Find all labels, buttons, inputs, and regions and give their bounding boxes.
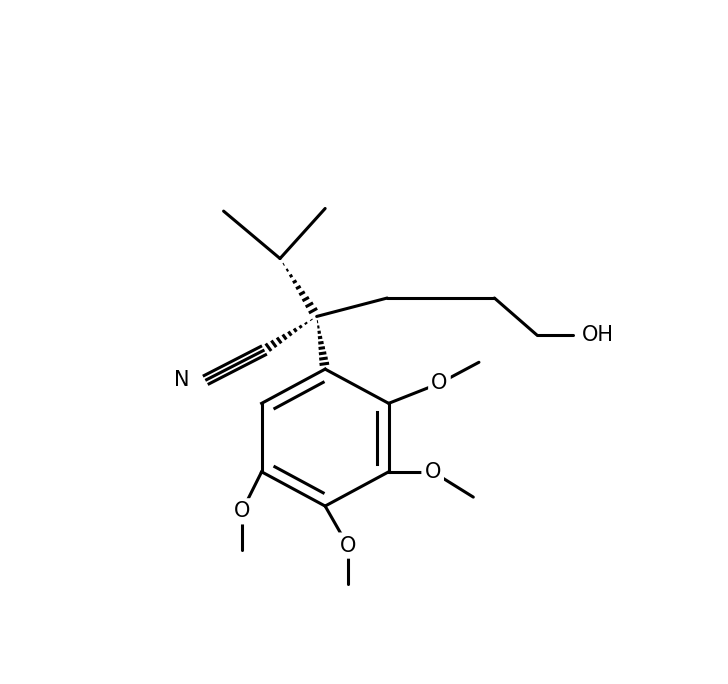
Text: O: O: [424, 462, 441, 482]
Text: O: O: [339, 536, 356, 555]
Text: OH: OH: [582, 325, 614, 345]
Text: O: O: [431, 373, 448, 393]
Text: O: O: [234, 501, 250, 521]
Text: N: N: [174, 369, 190, 390]
